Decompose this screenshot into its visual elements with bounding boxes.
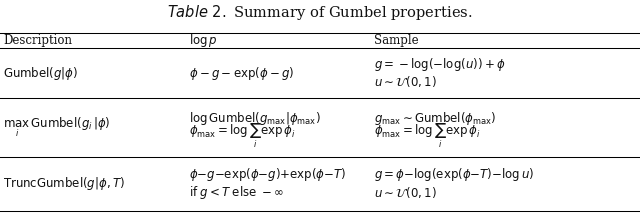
Text: $\mathrm{if} \; g < T \; \mathrm{else} \; -\infty$: $\mathrm{if} \; g < T \; \mathrm{else} \… <box>189 184 284 201</box>
Text: $g_{\mathrm{max}} \sim \mathrm{Gumbel}(\phi_{\mathrm{max}})$: $g_{\mathrm{max}} \sim \mathrm{Gumbel}(\… <box>374 110 497 127</box>
Text: $\max_i \, \mathrm{Gumbel}(g_i|\phi)$: $\max_i \, \mathrm{Gumbel}(g_i|\phi)$ <box>3 116 111 139</box>
Text: $u \sim \mathcal{U}(0,1)$: $u \sim \mathcal{U}(0,1)$ <box>374 74 437 89</box>
Text: Sample: Sample <box>374 34 419 47</box>
Text: $g = \phi{-}\log(\exp(\phi{-}T){-}\log u)$: $g = \phi{-}\log(\exp(\phi{-}T){-}\log u… <box>374 166 534 183</box>
Text: $\mathrm{TruncGumbel}(g|\phi, T)$: $\mathrm{TruncGumbel}(g|\phi, T)$ <box>3 175 125 192</box>
Text: $\log \mathrm{Gumbel}(g_{\mathrm{max}}|\phi_{\mathrm{max}})$: $\log \mathrm{Gumbel}(g_{\mathrm{max}}|\… <box>189 110 321 127</box>
Text: $\phi_{\mathrm{max}} = \log \sum_i \exp \phi_i$: $\phi_{\mathrm{max}} = \log \sum_i \exp … <box>189 122 296 150</box>
Text: $\mathit{Table\ 2.}$ Summary of Gumbel properties.: $\mathit{Table\ 2.}$ Summary of Gumbel p… <box>167 3 473 22</box>
Text: $g = -\log(-\log(u)) + \phi$: $g = -\log(-\log(u)) + \phi$ <box>374 56 506 73</box>
Text: $\phi_{\mathrm{max}} = \log \sum_i \exp \phi_i$: $\phi_{\mathrm{max}} = \log \sum_i \exp … <box>374 122 481 150</box>
Text: Description: Description <box>3 34 72 47</box>
Text: $\phi - g - \exp(\phi - g)$: $\phi - g - \exp(\phi - g)$ <box>189 64 294 82</box>
Text: $u \sim \mathcal{U}(0,1)$: $u \sim \mathcal{U}(0,1)$ <box>374 185 437 200</box>
Text: $\mathrm{Gumbel}(g|\phi)$: $\mathrm{Gumbel}(g|\phi)$ <box>3 64 79 82</box>
Text: $\log p$: $\log p$ <box>189 32 218 49</box>
Text: $\phi{-}g{-}\exp(\phi{-}g){+}\exp(\phi{-}T)$: $\phi{-}g{-}\exp(\phi{-}g){+}\exp(\phi{-… <box>189 166 346 183</box>
